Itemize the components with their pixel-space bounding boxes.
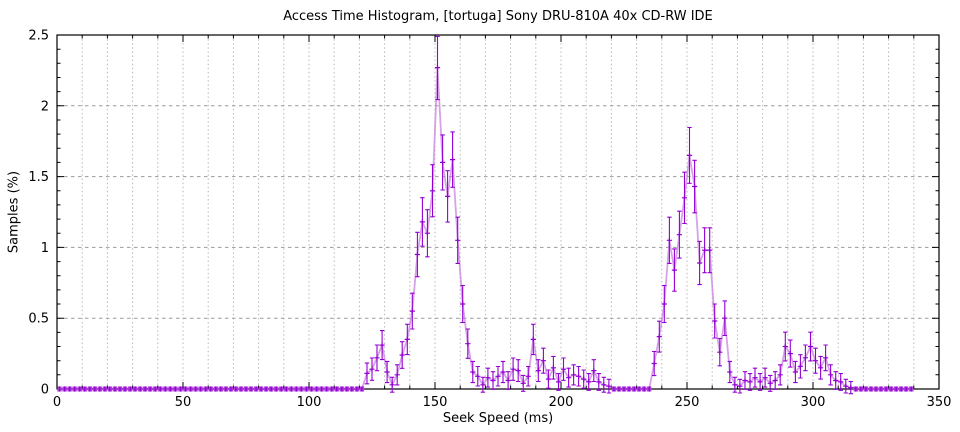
y-tick-label: 2.5 bbox=[28, 29, 49, 44]
y-tick-label: 1 bbox=[41, 241, 49, 256]
x-tick-label: 50 bbox=[175, 395, 192, 410]
x-tick-label: 300 bbox=[801, 395, 826, 410]
x-tick-label: 200 bbox=[549, 395, 574, 410]
x-tick-label: 100 bbox=[297, 395, 322, 410]
chart-title: Access Time Histogram, [tortuga] Sony DR… bbox=[283, 9, 713, 24]
y-tick-label: 0 bbox=[41, 383, 49, 398]
series-errorbars bbox=[57, 35, 914, 395]
vertical-gridlines bbox=[81, 35, 915, 389]
x-tick-label: 250 bbox=[675, 395, 700, 410]
y-tick-label: 2 bbox=[41, 99, 49, 114]
plot-border bbox=[56, 34, 940, 390]
x-tick-label: 350 bbox=[927, 395, 952, 410]
y-tick-label: 0.5 bbox=[28, 312, 49, 327]
x-tick-label: 150 bbox=[423, 395, 448, 410]
x-axis-label: Seek Speed (ms) bbox=[442, 411, 554, 426]
horizontal-gridlines bbox=[57, 105, 939, 319]
y-tick-label: 1.5 bbox=[28, 170, 49, 185]
series-plus-markers bbox=[56, 65, 914, 392]
y-tick-labels: 0 0.5 1 1.5 2 2.5 bbox=[28, 29, 49, 398]
axis-ticks bbox=[56, 34, 940, 390]
x-tick-labels: 0 50 100 150 200 250 300 350 bbox=[53, 395, 952, 410]
x-tick-label: 0 bbox=[53, 395, 61, 410]
